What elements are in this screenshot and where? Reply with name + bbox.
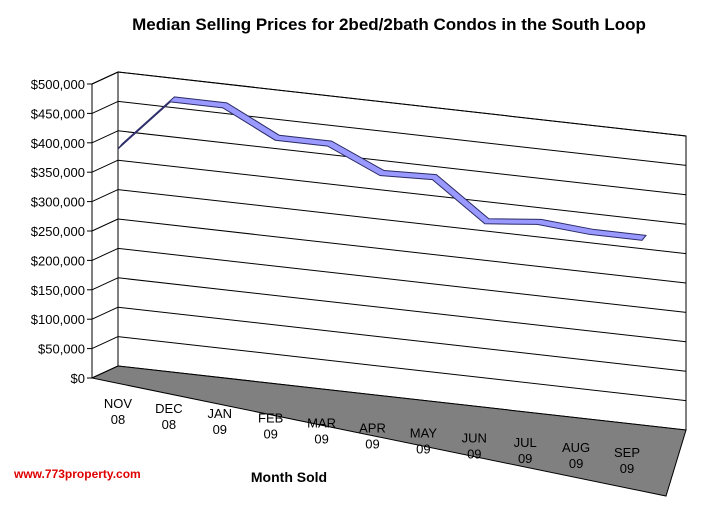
x-tick-label: JAN	[208, 406, 233, 421]
gridline-side	[91, 306, 119, 320]
x-tick-label: SEP	[614, 445, 640, 460]
gridline-side	[91, 71, 119, 85]
y-tick-label: $50,000	[38, 342, 85, 357]
y-tick-label: $150,000	[31, 283, 85, 298]
x-tick-year: 09	[213, 422, 227, 437]
gridline-side	[91, 189, 119, 203]
gridline	[117, 336, 687, 402]
chart-title: Median Selling Prices for 2bed/2bath Con…	[132, 15, 646, 34]
gridline-side	[91, 130, 119, 144]
x-tick-year: 09	[620, 461, 634, 476]
x-tick-label: FEB	[258, 411, 283, 426]
gridline	[117, 130, 687, 196]
y-tick-label: $0	[71, 371, 85, 386]
y-axis-ticks: $0 $50,000 $100,000 $150,000 $200,000 $250,00…	[31, 77, 92, 386]
gridline-side	[91, 336, 119, 350]
y-tick-label: $100,000	[31, 312, 85, 327]
series-line	[117, 96, 647, 241]
gridline	[117, 189, 687, 255]
x-axis-label: Month Sold	[251, 469, 327, 485]
y-tick-label: $400,000	[31, 136, 85, 151]
x-axis-ticks: NOV08DEC08JAN09FEB09MAR09APR09MAY09JUN09…	[104, 396, 640, 476]
x-tick-year: 09	[467, 446, 481, 461]
y-tick-label: $250,000	[31, 224, 85, 239]
x-tick-year: 09	[416, 441, 430, 456]
x-tick-label: JUL	[514, 435, 537, 450]
series-ribbon	[117, 96, 647, 241]
y-tick-label: $350,000	[31, 165, 85, 180]
y-tick-label: $500,000	[31, 77, 85, 92]
floor-plane	[90, 365, 687, 497]
x-tick-label: APR	[359, 421, 386, 436]
plot-floor	[90, 365, 687, 497]
gridline	[117, 306, 687, 372]
x-tick-year: 09	[365, 437, 379, 452]
y-tick-label: $200,000	[31, 253, 85, 268]
gridline-side	[91, 218, 119, 232]
x-tick-year: 09	[569, 456, 583, 471]
x-tick-label: NOV	[104, 396, 133, 411]
x-tick-label: DEC	[155, 401, 182, 416]
gridline-side	[91, 247, 119, 261]
gridline	[117, 159, 687, 225]
gridline-side	[91, 159, 119, 173]
gridlines	[91, 71, 687, 402]
x-tick-year: 09	[314, 432, 328, 447]
gridline-side	[91, 100, 119, 114]
y-tick-label: $300,000	[31, 195, 85, 210]
y-tick-label: $450,000	[31, 106, 85, 121]
x-tick-label: MAR	[307, 416, 336, 431]
x-tick-year: 09	[518, 451, 532, 466]
gridline	[117, 71, 687, 137]
gridline	[117, 218, 687, 284]
gridline	[117, 247, 687, 313]
gridline	[117, 277, 687, 343]
watermark-text: www.773property.com	[13, 467, 141, 481]
x-tick-year: 08	[111, 412, 125, 427]
x-tick-year: 09	[263, 427, 277, 442]
x-tick-year: 08	[162, 417, 176, 432]
gridline-side	[91, 277, 119, 291]
x-tick-label: MAY	[410, 425, 438, 440]
x-tick-label: JUN	[462, 430, 487, 445]
gridline	[117, 100, 687, 166]
x-tick-label: AUG	[562, 440, 590, 455]
